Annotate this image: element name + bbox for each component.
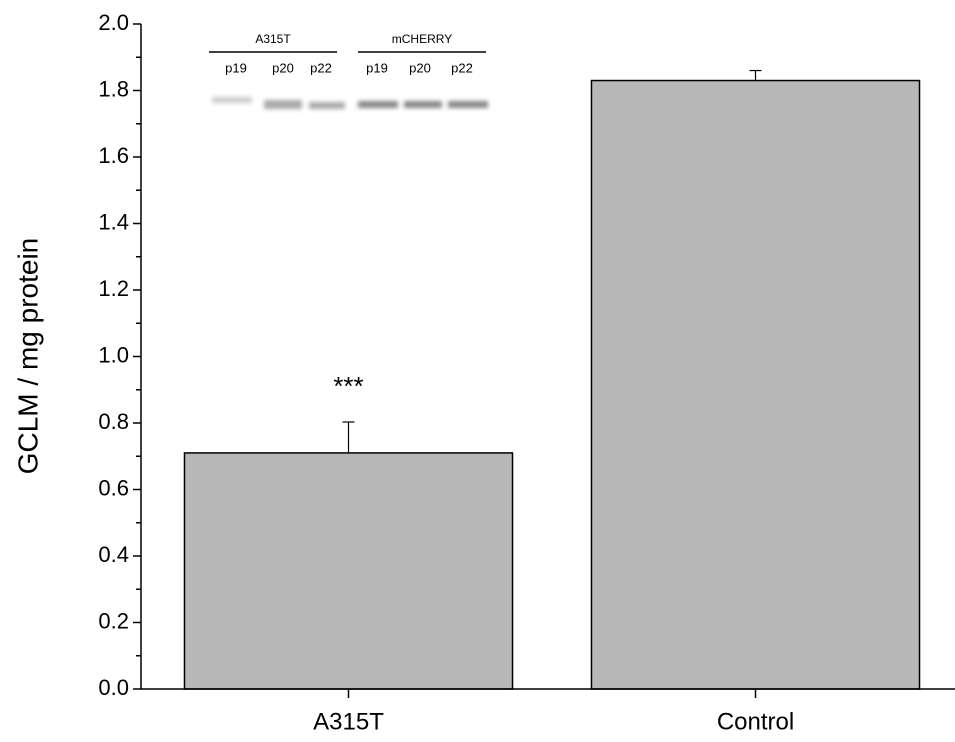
- y-tick-label: 0.4: [98, 542, 129, 567]
- blot-lane-label: p19: [366, 60, 388, 75]
- y-tick-label: 0.6: [98, 475, 129, 500]
- blot-lane-label: p20: [272, 60, 294, 75]
- blot-band: [358, 101, 398, 108]
- bar: [183, 452, 514, 690]
- y-tick-label: 1.4: [98, 209, 129, 234]
- blot-band: [264, 100, 302, 109]
- blot-group-label: A315T: [255, 32, 291, 46]
- bar: [590, 79, 921, 690]
- y-tick-label: 1.6: [98, 143, 129, 168]
- y-tick-label: 0.2: [98, 608, 129, 633]
- blot-band: [448, 101, 488, 108]
- y-tick-label: 0.0: [98, 675, 129, 700]
- blot-band: [404, 101, 442, 108]
- blot-lane-label: p22: [310, 60, 332, 75]
- y-tick-label: 2.0: [98, 10, 129, 35]
- blot-band: [212, 97, 252, 103]
- blot-lane-label: p22: [451, 60, 473, 75]
- blot-group-label: mCHERRY: [392, 32, 452, 46]
- significance-annotation: ***: [333, 371, 363, 401]
- y-tick-label: 1.8: [98, 76, 129, 101]
- y-tick-label: 0.8: [98, 409, 129, 434]
- blot-band: [309, 102, 345, 109]
- x-tick-label: A315T: [313, 708, 384, 735]
- y-axis-label: GCLM / mg protein: [12, 238, 43, 475]
- blot-lane-label: p20: [409, 60, 431, 75]
- y-tick-label: 1.2: [98, 276, 129, 301]
- x-tick-label: Control: [717, 708, 794, 735]
- y-tick-label: 1.0: [98, 342, 129, 367]
- blot-bands: [212, 97, 488, 109]
- blot-lane-label: p19: [225, 60, 247, 75]
